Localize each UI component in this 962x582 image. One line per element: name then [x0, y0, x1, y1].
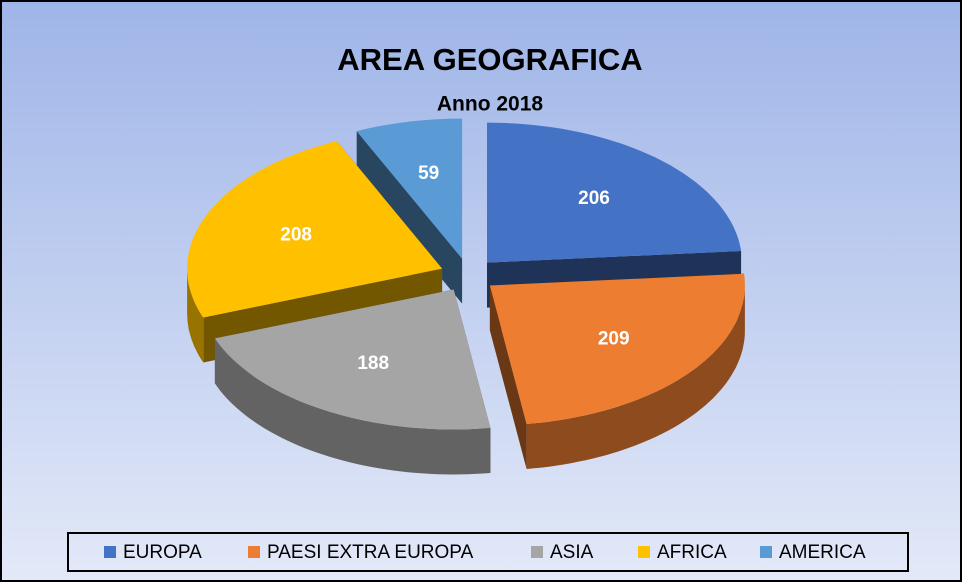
slice: [356, 118, 463, 259]
slice-side: [489, 285, 527, 469]
legend-swatch: [760, 546, 772, 558]
slice-side: [356, 131, 463, 304]
slice: [487, 122, 742, 263]
slice-side: [187, 268, 204, 363]
legend-label: AMERICA: [779, 542, 866, 563]
legend-label: EUROPA: [123, 542, 202, 563]
chart-subtitle: Anno 2018: [437, 93, 544, 116]
legend-label: ASIA: [550, 542, 594, 563]
data-label: 59: [418, 163, 439, 184]
slice-side: [214, 338, 491, 475]
legend-swatch: [248, 546, 260, 558]
legend-swatch: [638, 546, 650, 558]
slice: [187, 141, 443, 318]
data-label: 188: [357, 353, 389, 374]
legend-box: [67, 532, 909, 572]
data-label: 206: [578, 188, 610, 209]
legend-swatch: [104, 546, 116, 558]
slice-side: [526, 285, 745, 469]
chart-title: AREA GEOGRAFICA: [337, 42, 642, 77]
legend-label: AFRICA: [657, 542, 727, 563]
legend-label: PAESI EXTRA EUROPA: [267, 542, 474, 563]
legend-swatch: [531, 546, 543, 558]
slice: [489, 273, 745, 424]
data-label: 208: [280, 224, 312, 245]
slice: [214, 289, 491, 430]
data-label: 209: [598, 328, 630, 349]
